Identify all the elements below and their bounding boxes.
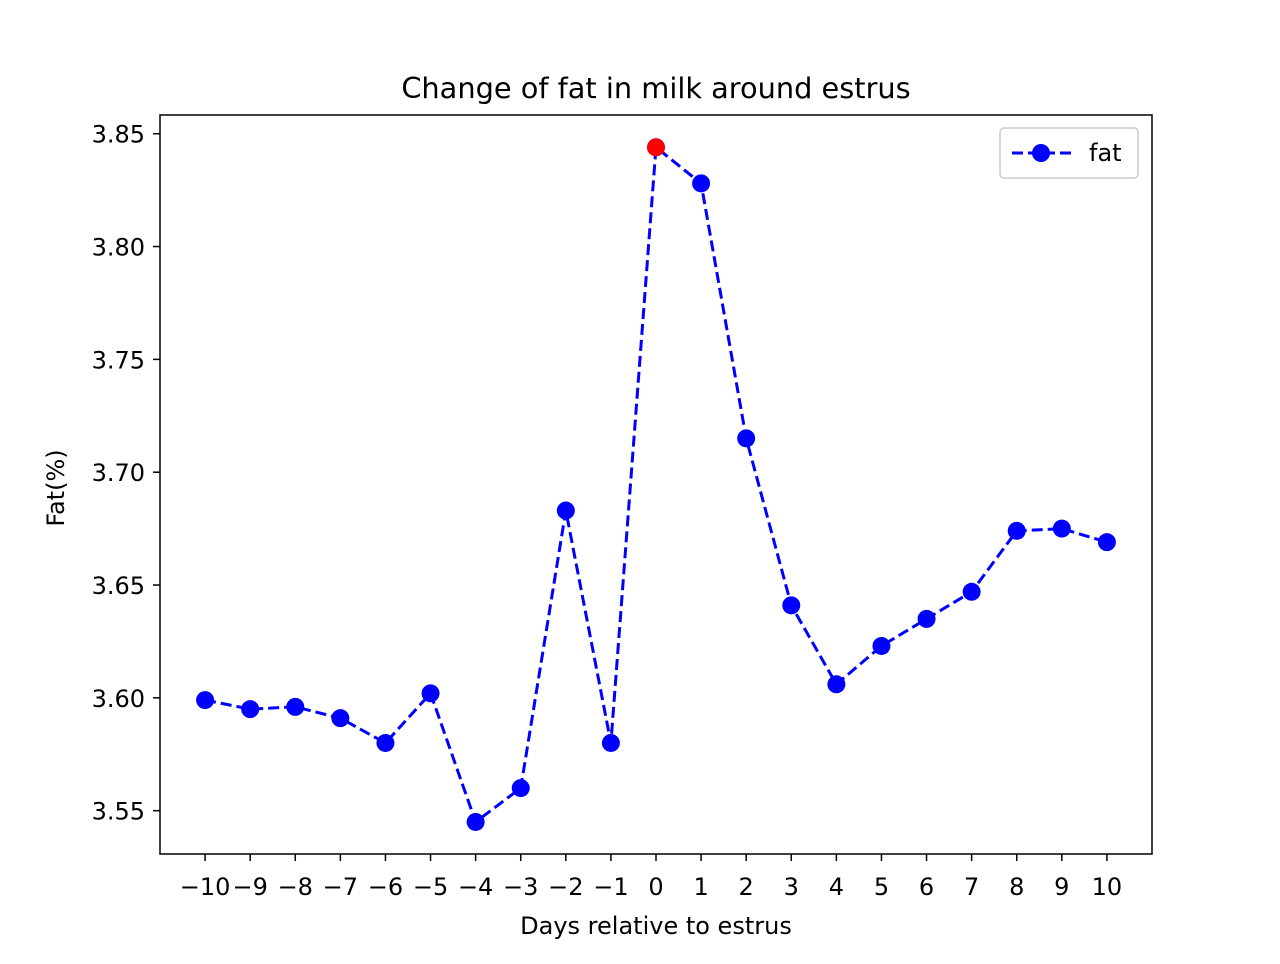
x-tick-label: 8 — [1009, 873, 1024, 901]
data-point — [241, 700, 260, 719]
data-point — [466, 812, 485, 831]
x-tick-label: 6 — [919, 873, 934, 901]
legend-label-fat: fat — [1089, 139, 1122, 167]
data-point — [421, 684, 440, 703]
y-tick-label: 3.85 — [92, 121, 145, 149]
data-point — [331, 709, 350, 728]
data-point — [1097, 533, 1116, 552]
peak-highlight-point — [647, 138, 665, 157]
data-point — [601, 733, 620, 752]
x-tick-label: 5 — [874, 873, 889, 901]
data-point — [782, 596, 801, 615]
x-tick-label: 9 — [1054, 873, 1069, 901]
x-axis-label: Days relative to estrus — [520, 912, 792, 940]
x-tick-label: 1 — [693, 873, 708, 901]
data-point — [737, 429, 756, 448]
x-tick-label: −2 — [548, 873, 583, 901]
x-tick-label: −6 — [368, 873, 403, 901]
data-point — [1052, 519, 1071, 538]
x-tick-label: 0 — [648, 873, 663, 901]
x-tick-label: 7 — [964, 873, 979, 901]
x-tick-label: −4 — [458, 873, 493, 901]
data-point — [872, 636, 891, 655]
data-point — [917, 609, 936, 628]
x-tick-label: −9 — [232, 873, 267, 901]
y-tick-label: 3.65 — [92, 572, 145, 600]
x-tick-label: −5 — [413, 873, 448, 901]
series-line-fat — [204, 144, 1108, 825]
y-tick-label: 3.60 — [92, 685, 145, 713]
x-tick-label: −1 — [593, 873, 628, 901]
y-tick-label: 3.80 — [92, 234, 145, 262]
x-tick-label: −10 — [180, 873, 231, 901]
x-tick-label: 3 — [784, 873, 799, 901]
y-axis: 3.55 3.60 3.65 3.70 3.75 3.80 3.85 — [92, 121, 160, 826]
x-tick-label: −7 — [323, 873, 358, 901]
chart-title: Change of fat in milk around estrus — [401, 71, 910, 105]
data-point — [827, 675, 846, 694]
y-axis-label: Fat(%) — [42, 449, 70, 526]
data-point — [962, 582, 981, 601]
x-tick-label: 2 — [739, 873, 754, 901]
y-tick-label: 3.70 — [92, 459, 145, 487]
x-tick-label: −3 — [503, 873, 538, 901]
plot-area — [196, 138, 1116, 831]
data-point — [511, 779, 530, 798]
data-point — [286, 697, 305, 716]
data-point — [376, 733, 395, 752]
legend: fat — [999, 127, 1139, 179]
data-point — [196, 691, 215, 710]
data-point — [1007, 521, 1026, 540]
data-point — [692, 174, 711, 193]
x-tick-label: 4 — [829, 873, 844, 901]
x-tick-label: −8 — [278, 873, 313, 901]
x-tick-label: 10 — [1092, 873, 1123, 901]
y-tick-label: 3.55 — [92, 798, 145, 826]
x-axis: −10 −9 −8 −7 −6 −5 −4 −3 −2 −1 0 1 2 3 4 5 6 7 8 9 10 — [180, 854, 1122, 901]
y-tick-label: 3.75 — [92, 346, 145, 374]
legend-marker-sample — [1032, 144, 1050, 162]
data-point — [556, 501, 575, 520]
